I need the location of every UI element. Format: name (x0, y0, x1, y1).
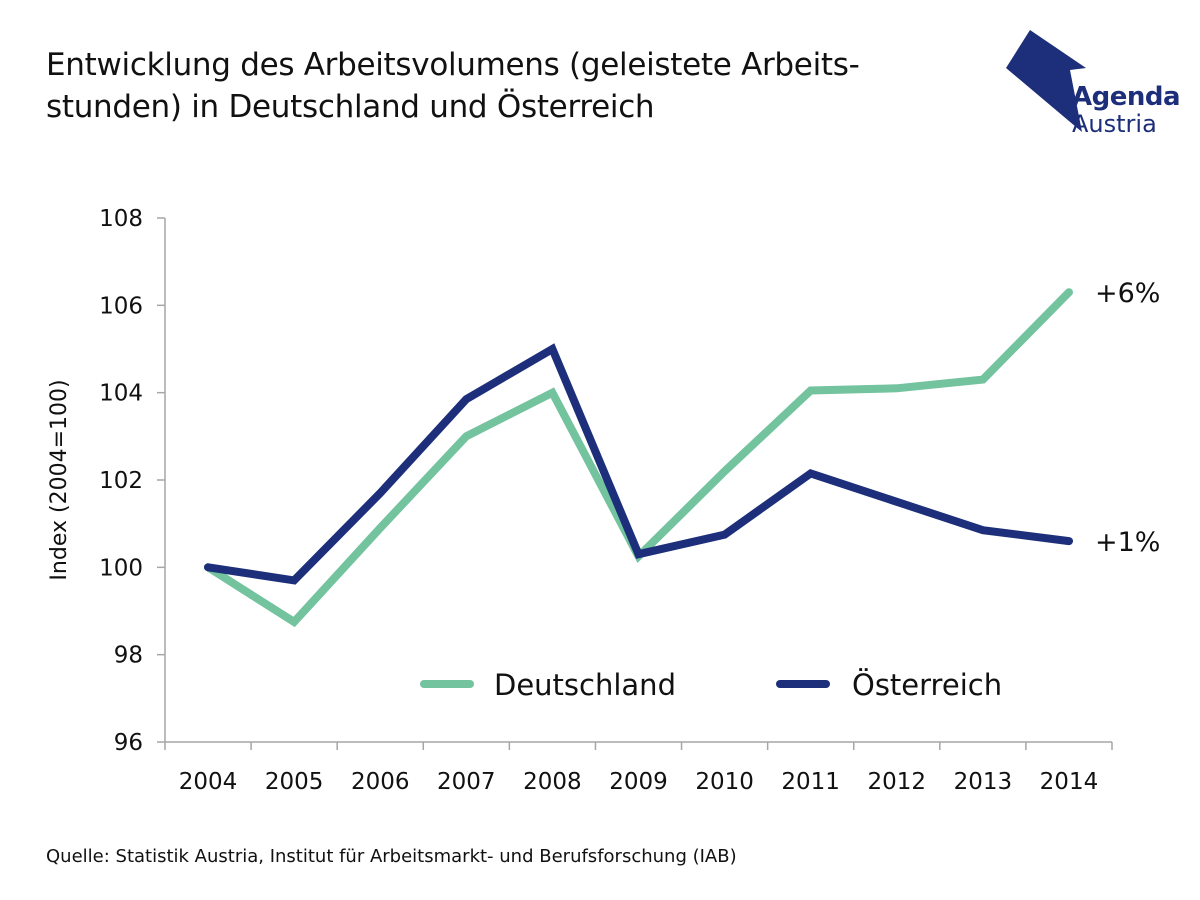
x-tick-label: 2008 (523, 769, 582, 795)
logo-text-agenda: Agenda (1072, 82, 1181, 112)
y-tick-label: 108 (99, 206, 143, 232)
y-tick-label: 98 (114, 643, 143, 669)
y-tick-label: 102 (99, 468, 143, 494)
x-tick-label: 2011 (781, 769, 840, 795)
x-tick-label: 2004 (179, 769, 238, 795)
series-line-deutschland (204, 288, 1073, 628)
x-tick-label: 2009 (609, 769, 668, 795)
chart-title: Entwicklung des Arbeitsvolumens (geleist… (46, 44, 946, 128)
axes: 96 98 100 102 104 106 108 2004 2005 2006 2007 2008 2… (99, 206, 1113, 795)
y-tick-label: 96 (114, 730, 143, 756)
y-tick-label: 104 (99, 381, 143, 407)
agenda-austria-logo: Agenda Austria (1000, 28, 1181, 138)
series-lines: +6% +1% (204, 278, 1160, 628)
x-tick-label: 2014 (1040, 769, 1099, 795)
y-axis-title: Index (2004=100) (47, 379, 72, 580)
legend-label-deutschland: Deutschland (494, 668, 676, 702)
chart-title-line-2: stunden) in Deutschland und Österreich (46, 89, 655, 125)
legend: Deutschland Österreich (420, 668, 1002, 702)
x-tick-label: 2010 (695, 769, 754, 795)
y-tick-label: 100 (99, 555, 143, 581)
x-tick-label: 2007 (437, 769, 496, 795)
end-label-österreich: +1% (1095, 527, 1160, 558)
x-tick-label: 2006 (351, 769, 410, 795)
logo-mark-icon (1006, 30, 1086, 132)
x-tick-label: 2013 (954, 769, 1013, 795)
legend-label-österreich: Österreich (852, 668, 1002, 702)
x-tick-label: 2012 (867, 769, 926, 795)
source-note: Quelle: Statistik Austria, Institut für … (46, 846, 737, 867)
chart-title-line-1: Entwicklung des Arbeitsvolumens (geleist… (46, 47, 860, 83)
y-tick-label: 106 (99, 293, 143, 319)
x-tick-label: 2005 (265, 769, 324, 795)
end-label-deutschland: +6% (1095, 278, 1160, 309)
logo-text-austria: Austria (1072, 110, 1157, 138)
